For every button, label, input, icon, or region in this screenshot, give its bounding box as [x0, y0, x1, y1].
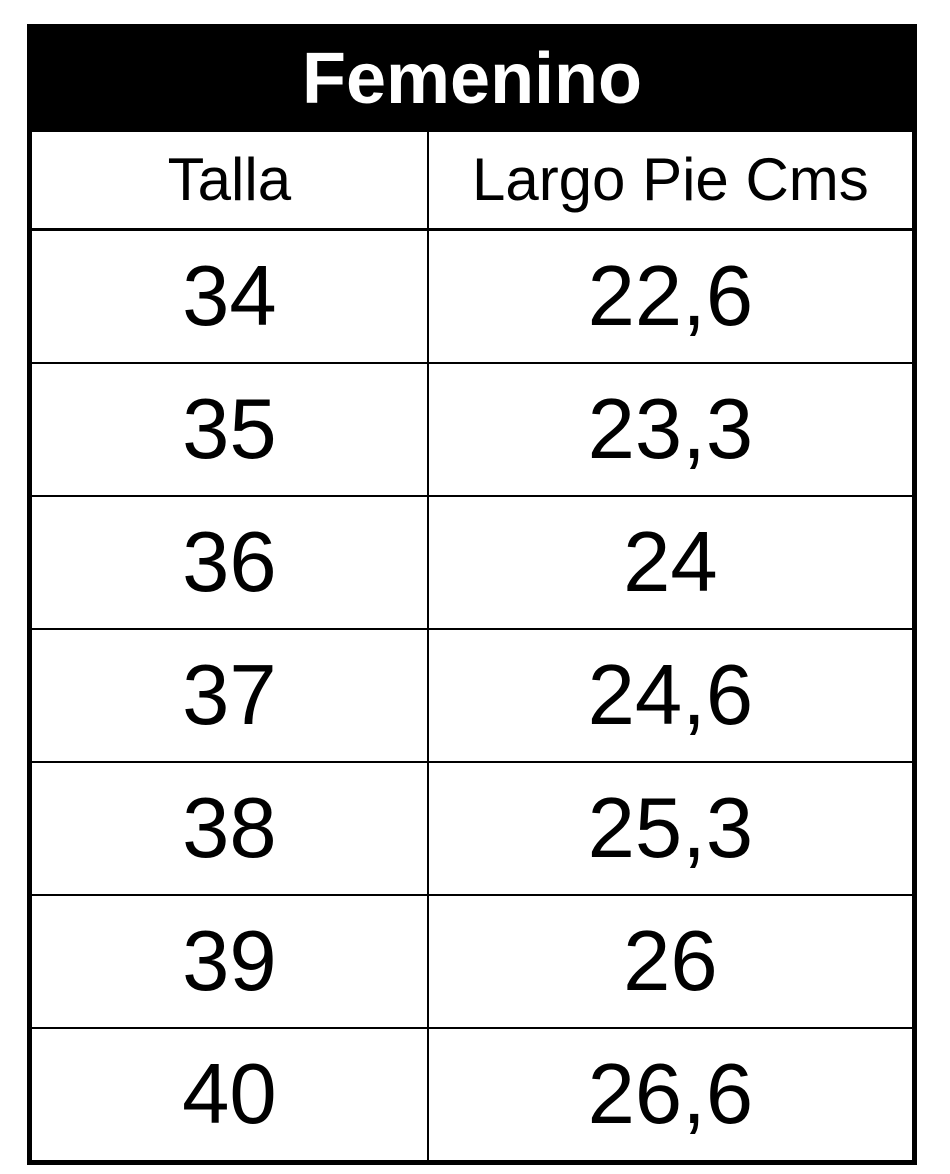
cell-largo: 23,3: [426, 362, 915, 497]
cell-talla: 38: [29, 761, 429, 896]
cell-largo: 22,6: [426, 228, 915, 364]
title-row: Femenino: [29, 26, 915, 131]
cell-largo: 25,3: [426, 761, 915, 896]
cell-talla: 34: [29, 228, 429, 364]
table-row: 35 23,3: [29, 362, 915, 497]
cell-largo: 26: [426, 894, 915, 1029]
cell-largo: 24: [426, 495, 915, 630]
column-header-row: Talla Largo Pie Cms: [29, 130, 915, 231]
table-body: 34 22,6 35 23,3 36 24 37 24,6 38 25,3 39…: [29, 228, 915, 1163]
table-title: Femenino: [29, 26, 915, 131]
table-row: 39 26: [29, 894, 915, 1029]
table-row: 37 24,6: [29, 628, 915, 763]
size-chart-table: Femenino Talla Largo Pie Cms 34 22,6 35 …: [27, 24, 917, 1165]
cell-talla: 37: [29, 628, 429, 763]
cell-talla: 39: [29, 894, 429, 1029]
column-header-largo-pie-cms: Largo Pie Cms: [426, 130, 915, 231]
cell-talla: 36: [29, 495, 429, 630]
table-row: 34 22,6: [29, 228, 915, 364]
table-head: Femenino Talla Largo Pie Cms: [29, 26, 915, 231]
cell-largo: 24,6: [426, 628, 915, 763]
column-header-talla: Talla: [29, 130, 429, 231]
table-row: 36 24: [29, 495, 915, 630]
cell-talla: 40: [29, 1027, 429, 1163]
cell-talla: 35: [29, 362, 429, 497]
table-row: 38 25,3: [29, 761, 915, 896]
table-row: 40 26,6: [29, 1027, 915, 1163]
cell-largo: 26,6: [426, 1027, 915, 1163]
